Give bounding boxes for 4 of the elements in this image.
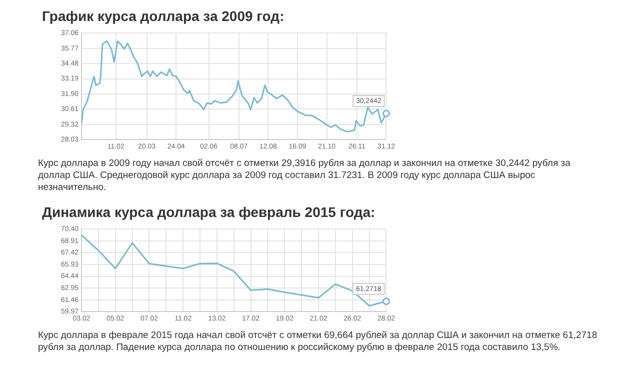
chart-title: Динамика курса доллара за февраль 2015 года: <box>42 204 376 220</box>
text: Курс доллара в 2009 году начал свой отсчёт с отметки 29,3916 рубля за доллар и закончил на отметке 30,2442 рубля за доллар США. Среднегодовой курс доллара за 2009 год составил 31.7231. В 2009 году курс доллара США вырос незначительно. <box>38 158 572 194</box>
chart-title: График курса доллара за 2009 год: <box>42 8 286 24</box>
text: Курс доллара в феврале 2015 года начал свой отсчёт с отметки 69,664 рублей за доллар США и закончил на отметке 61,2718 рубля за доллар. Падение курса доллара по отношению к российскому рублю в феврале 2015 года составило 13,5%. <box>38 330 598 354</box>
